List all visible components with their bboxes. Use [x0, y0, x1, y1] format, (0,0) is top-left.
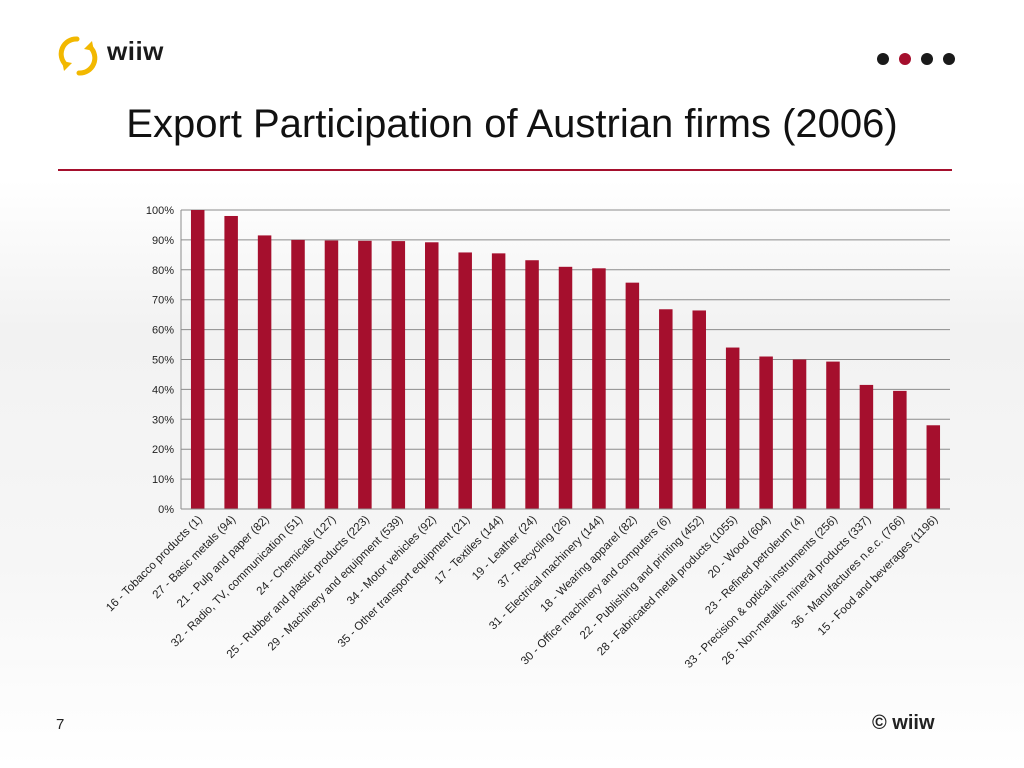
bar [692, 310, 706, 509]
y-tick-label: 10% [152, 474, 174, 486]
copyright: © wiiw [872, 712, 935, 734]
y-tick-label: 100% [146, 205, 174, 217]
page-title: Export Participation of Austrian firms (… [126, 102, 898, 146]
bar [725, 347, 740, 509]
bar [525, 260, 539, 509]
y-tick-label: 80% [152, 265, 174, 277]
bar [792, 359, 807, 509]
bar [458, 252, 472, 509]
x-tick-label: 20 - Wood (604) [706, 514, 773, 581]
bar [826, 361, 840, 509]
y-tick-label: 50% [152, 355, 174, 367]
y-tick-label: 40% [152, 384, 174, 396]
bar [358, 240, 372, 509]
nav-dot [921, 53, 933, 65]
bar [491, 253, 506, 509]
bar [425, 242, 439, 510]
bar [190, 210, 205, 509]
nav-dot [877, 53, 889, 65]
bar [324, 240, 339, 510]
y-tick-label: 70% [152, 295, 174, 307]
x-tick-label: 22 - Publishing and printing (452) [578, 514, 706, 642]
bar [558, 266, 573, 509]
page-number: 7 [56, 716, 65, 733]
title-divider [58, 169, 952, 171]
bar [859, 384, 874, 509]
wiiw-logo [58, 36, 98, 76]
bar [659, 309, 673, 509]
bar [391, 241, 406, 509]
navigation-dots [877, 53, 955, 65]
y-tick-label: 30% [152, 414, 174, 426]
y-tick-label: 20% [152, 444, 174, 456]
bar [625, 282, 640, 509]
y-tick-label: 60% [152, 325, 174, 337]
bar [759, 356, 773, 509]
y-tick-label: 0% [158, 504, 174, 516]
brand-name: wiiw [107, 36, 164, 66]
bar [291, 239, 305, 509]
nav-dot [943, 53, 955, 65]
y-tick-label: 90% [152, 235, 174, 247]
x-tick-label: 15 - Food and beverages (1196) [816, 514, 941, 639]
bar [893, 390, 907, 509]
refresh-arrows-icon [58, 36, 98, 76]
nav-dot-active [899, 53, 911, 65]
bar [224, 215, 238, 510]
bar [257, 235, 272, 510]
bar [926, 425, 941, 509]
bar [592, 268, 606, 509]
